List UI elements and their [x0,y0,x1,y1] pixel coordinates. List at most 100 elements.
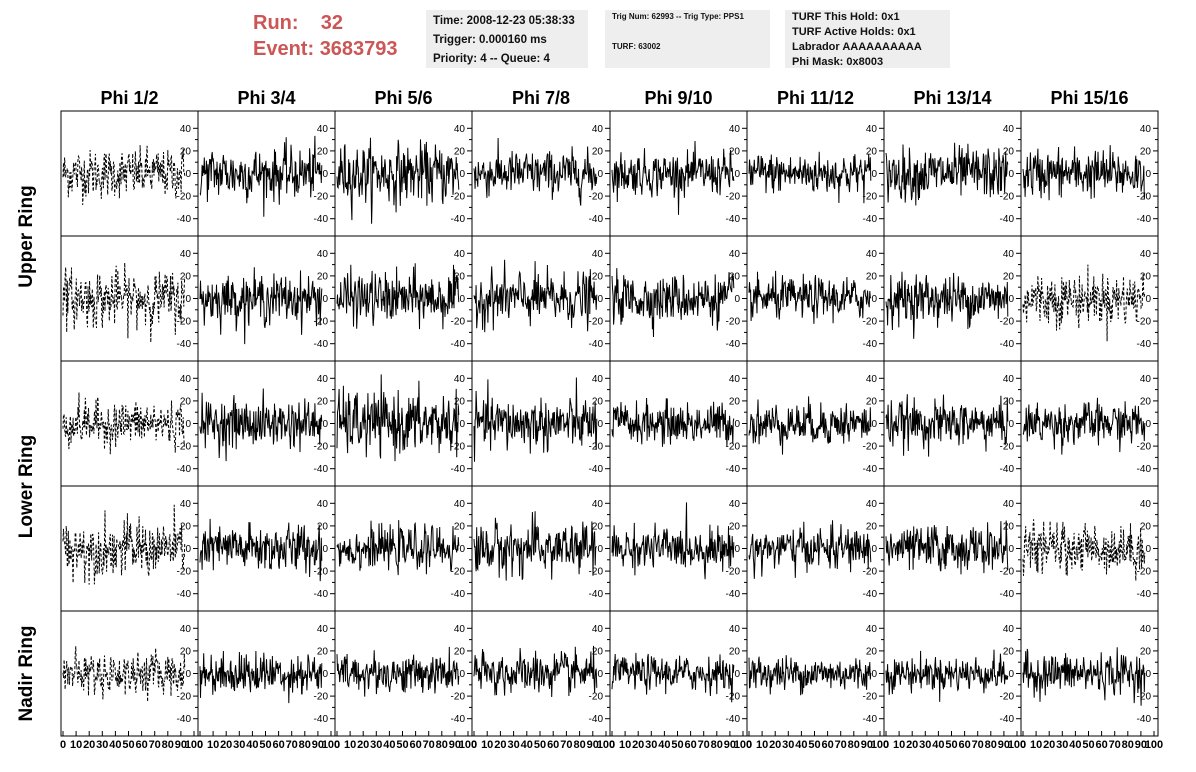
waveform [199,135,323,217]
y-tick-label: 0 [734,669,740,680]
x-tick-label: 100 [597,739,615,751]
y-tick-label: 0 [185,419,191,430]
x-tick-label: 80 [1122,739,1134,751]
y-tick-label: -20 [1137,692,1152,703]
y-tick-label: -20 [863,692,878,703]
y-tick-label: -20 [1137,317,1152,328]
y-tick-label: -20 [863,317,878,328]
y-tick-label: -20 [726,442,741,453]
y-tick-label: -40 [589,714,604,725]
x-tick-label: 80 [436,739,448,751]
waveform [199,518,323,582]
y-tick-label: 40 [180,624,192,635]
y-tick-label: -40 [177,589,192,600]
x-tick-label: 0 [746,739,752,751]
y-tick-label: 0 [734,294,740,305]
y-tick-label: 0 [597,544,603,555]
x-tick-label: 100 [322,739,340,751]
y-tick-label: 40 [1140,499,1152,510]
y-tick-label: 40 [729,499,741,510]
waveform [1022,647,1146,706]
waveform [199,388,323,462]
y-tick-label: -20 [177,317,192,328]
trig-num-line: Trig Num: 62993 -- Trig Type: PPS1 [612,12,744,21]
y-tick-label: 40 [180,249,192,260]
y-tick-label: 40 [866,249,878,260]
x-tick-label: 10 [893,739,905,751]
y-tick-label: 40 [1003,374,1015,385]
x-tick-label: 70 [972,739,984,751]
turf-line: TURF: 63002 [612,42,661,51]
x-tick-label: 30 [370,739,382,751]
event-row: Event: 3683793 [253,36,398,62]
y-tick-label: 20 [729,146,741,157]
waveform [336,263,460,330]
run-value: 32 [320,12,344,34]
y-tick-label: -40 [314,589,329,600]
waveform [611,652,735,703]
y-tick-label: -40 [314,214,329,225]
x-tick-label: 10 [481,739,493,751]
x-tick-label: 0 [334,739,340,751]
x-tick-label: 50 [122,739,134,751]
waveform [611,397,735,447]
y-tick-label: -40 [314,464,329,475]
x-tick-label: 10 [756,739,768,751]
x-tick-label: 60 [409,739,421,751]
y-tick-label: 20 [1140,521,1152,532]
y-tick-label: -40 [726,714,741,725]
x-tick-label: 0 [609,739,615,751]
waveform [473,259,598,333]
y-tick-label: -40 [451,589,466,600]
y-tick-label: -20 [589,692,604,703]
x-tick-label: 40 [246,739,258,751]
y-tick-label: 20 [592,646,604,657]
waveform [1022,397,1146,455]
x-tick-label: 100 [1145,739,1163,751]
y-tick-label: 20 [729,521,741,532]
x-tick-label: 60 [821,739,833,751]
y-tick-label: 40 [180,499,192,510]
waveform [336,137,460,224]
y-tick-label: 40 [592,499,604,510]
y-tick-label: 20 [866,521,878,532]
y-tick-label: -40 [1000,339,1015,350]
column-title-7: Phi 13/14 [913,88,991,108]
x-tick-label: 50 [945,739,957,751]
y-tick-label: 40 [729,124,741,135]
y-tick-label: 20 [1140,146,1152,157]
y-tick-label: -20 [451,317,466,328]
y-tick-label: -20 [726,567,741,578]
y-tick-label: -20 [726,692,741,703]
y-tick-label: -20 [589,317,604,328]
y-tick-label: -20 [726,317,741,328]
y-tick-label: 40 [1140,124,1152,135]
y-tick-label: 20 [729,271,741,282]
y-tick-label: -20 [177,567,192,578]
y-tick-label: -20 [451,442,466,453]
y-tick-label: 0 [1008,419,1014,430]
y-tick-label: 40 [1140,249,1152,260]
column-title-3: Phi 5/6 [374,88,432,108]
y-tick-label: -40 [863,214,878,225]
waveform [473,645,598,698]
x-tick-label: 80 [711,739,723,751]
y-tick-label: 20 [180,396,192,407]
x-tick-label: 20 [906,739,918,751]
x-tick-label: 0 [197,739,203,751]
y-tick-label: 40 [866,499,878,510]
y-tick-label: -20 [1137,442,1152,453]
x-tick-label: 100 [185,739,203,751]
x-tick-label: 60 [684,739,696,751]
y-tick-label: -40 [1137,214,1152,225]
y-tick-label: 20 [1140,271,1152,282]
column-title-2: Phi 3/4 [237,88,295,108]
y-tick-label: 20 [729,646,741,657]
y-tick-label: -20 [1000,317,1015,328]
y-tick-label: -20 [177,442,192,453]
y-tick-label: 40 [729,624,741,635]
y-tick-label: -40 [863,339,878,350]
y-tick-label: 0 [1145,294,1151,305]
x-tick-label: 100 [871,739,889,751]
